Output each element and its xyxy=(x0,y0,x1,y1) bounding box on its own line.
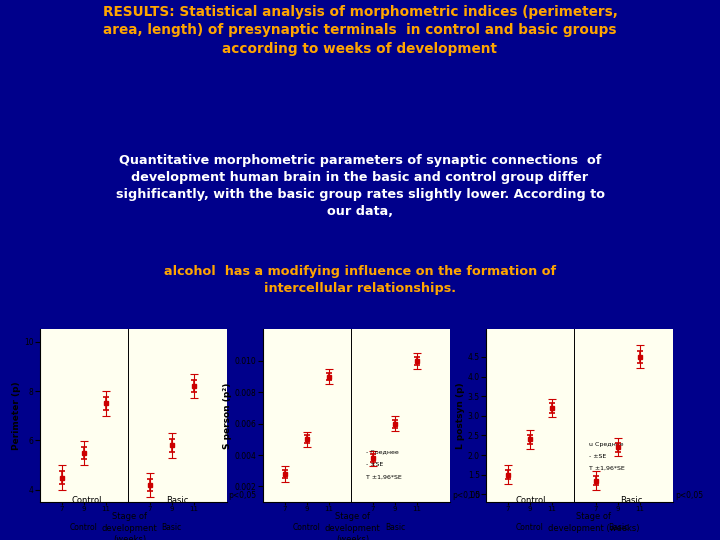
Text: Control: Control xyxy=(516,496,546,505)
Y-axis label: L postsyn (p): L postsyn (p) xyxy=(456,382,465,449)
Text: Basic: Basic xyxy=(608,523,629,532)
Text: p<0,05: p<0,05 xyxy=(229,491,257,501)
Text: RESULTS: Statistical analysis of morphometric indices (perimeters,
area, length): RESULTS: Statistical analysis of morphom… xyxy=(102,5,618,56)
Text: - ±SE: - ±SE xyxy=(366,462,383,468)
Text: Basic: Basic xyxy=(161,523,182,532)
Text: Stage of
development
(weeks): Stage of development (weeks) xyxy=(325,512,381,540)
Text: Basic: Basic xyxy=(621,496,643,505)
Text: Stage of
development (weeks): Stage of development (weeks) xyxy=(548,512,640,532)
Text: u Среднее: u Среднее xyxy=(589,442,624,447)
Text: Basic: Basic xyxy=(166,496,189,505)
Text: T ±1,96*SE: T ±1,96*SE xyxy=(366,475,402,480)
Text: Basic: Basic xyxy=(384,523,405,532)
Y-axis label: S person (p²): S person (p²) xyxy=(223,383,232,449)
Text: p<0,05: p<0,05 xyxy=(452,491,480,501)
Text: Quantitative morphometric parameters of synaptic connections  of
development hum: Quantitative morphometric parameters of … xyxy=(115,154,605,219)
Text: Control: Control xyxy=(293,523,321,532)
Text: T ±1,96*SE: T ±1,96*SE xyxy=(589,466,625,471)
Text: - Среднее: - Среднее xyxy=(366,450,398,455)
Text: - ±SE: - ±SE xyxy=(589,454,606,459)
Text: Stage of
development
(weeks): Stage of development (weeks) xyxy=(102,512,158,540)
Text: Control: Control xyxy=(70,523,98,532)
Text: alcohol  has a modifying influence on the formation of
intercellular relationshi: alcohol has a modifying influence on the… xyxy=(164,265,556,295)
Text: Control: Control xyxy=(71,496,102,505)
Y-axis label: Perimeter (p): Perimeter (p) xyxy=(12,381,21,450)
Text: Control: Control xyxy=(516,523,544,532)
Text: p<0,05: p<0,05 xyxy=(675,491,703,501)
